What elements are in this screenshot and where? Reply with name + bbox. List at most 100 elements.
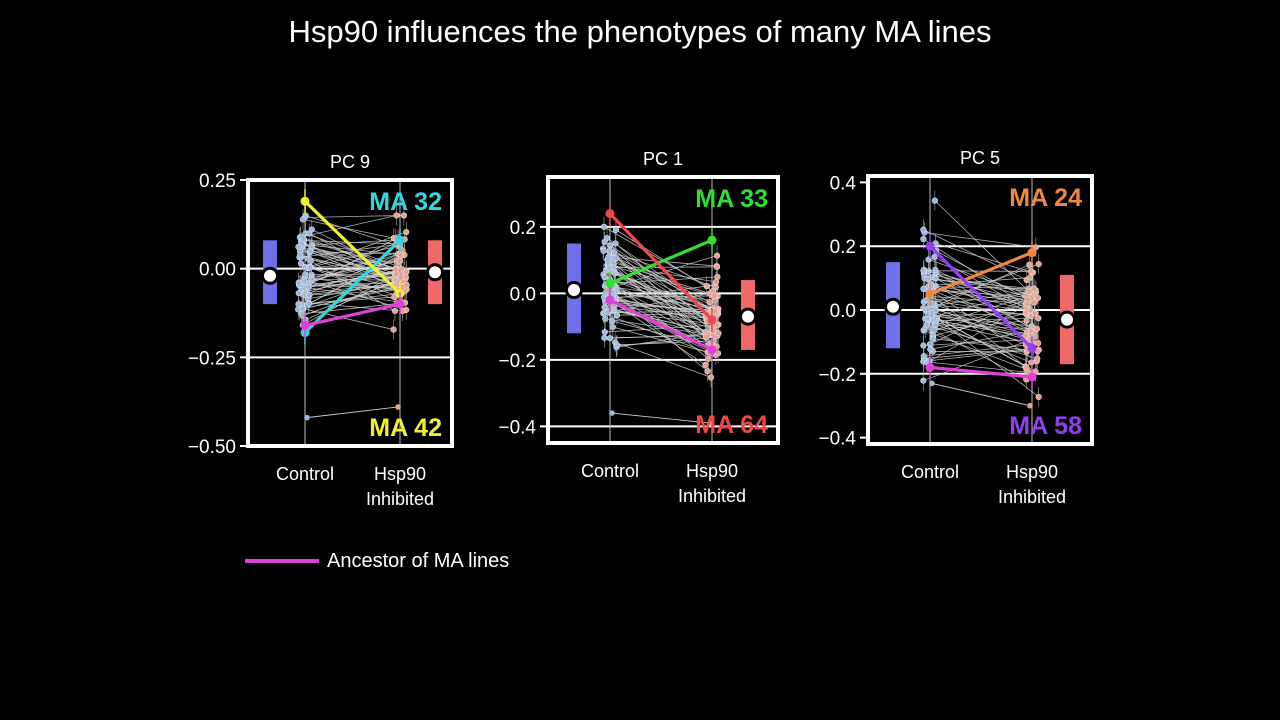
pc9-outlier-inhibited-point (395, 404, 401, 410)
pc1-ma-line (607, 259, 711, 352)
pc5-control-point (920, 342, 927, 349)
pc9-series-ma-32 (303, 239, 402, 334)
pc5-ma-line (935, 243, 1034, 273)
pc1-frame (546, 175, 780, 445)
pc5-control-point (929, 300, 936, 307)
pc9-ma-line (298, 282, 399, 289)
pc5-label-ma-24: MA 24 (1009, 184, 1082, 212)
pc1-ma-line (604, 306, 719, 334)
pc5-inhibited-point (1035, 260, 1042, 268)
pc9-inhibited-point (397, 274, 404, 281)
pc1-ma-line (605, 292, 713, 330)
pc5-ma-line (928, 259, 1039, 299)
pc1-control-point (601, 328, 608, 336)
pc1-ma-line (607, 264, 712, 296)
pc9-control-point (307, 247, 314, 255)
pc5-xcat-label: Inhibited (998, 487, 1066, 507)
pc9-label-ma-42: MA 42 (369, 414, 442, 442)
pc5-ma-line (928, 264, 1030, 310)
pc1-control-point (612, 240, 619, 247)
pc5-inhibited-point (1034, 355, 1041, 362)
pc5-outlier-inhibited-point (1027, 402, 1033, 409)
pc5-series-ma-58 (928, 245, 1034, 350)
pc1-control-mean-marker (565, 281, 583, 300)
pc9-ma-line (310, 250, 396, 270)
pc1-ma-line (608, 297, 713, 316)
pc5-series-ma-24 (929, 251, 1033, 296)
pc5-ma-line (923, 270, 1031, 272)
pc5-inhibited-point (1022, 333, 1029, 340)
pc9-ma-line (309, 233, 407, 286)
pc1-control-point (613, 341, 621, 349)
pc9-ma-line (307, 260, 400, 269)
pc5-ma-line (929, 294, 1027, 368)
pc9-control-point (306, 264, 313, 271)
pc5-ma-line (932, 329, 1027, 380)
pc9-control-point (308, 276, 315, 283)
pc9-ma-line (304, 240, 397, 245)
pc9-xcat-label: Inhibited (366, 489, 434, 509)
pc5-ma-line (926, 324, 1038, 360)
pc9-outlier-line (306, 406, 399, 419)
pc5-control-point (920, 377, 927, 384)
pc1-series-ma-33-inhibited-point (707, 235, 717, 245)
pc5-ma-line (935, 250, 1029, 300)
pc5-ma-line (927, 318, 1026, 337)
pc5-inhibited-point (1027, 274, 1034, 281)
pc5-control-point (931, 253, 938, 261)
pc9-control-point (295, 290, 302, 297)
pc9-label-ma-32: MA 32 (369, 188, 442, 216)
pc9-control-point (297, 252, 304, 259)
pc5-ma-line (935, 290, 1036, 306)
pc9-title: PC 9 (330, 152, 370, 172)
pc5-inhibited-point (1028, 359, 1035, 366)
pc5-ma-line (935, 277, 1035, 303)
pc1-series-ancestor-of-ma-lines (609, 298, 713, 352)
pc1-control-point (602, 315, 609, 322)
pc1-control-point (604, 309, 611, 316)
pc9-control-point (299, 305, 306, 312)
pc5-ma-line (923, 347, 1034, 359)
pc5-inhibited-point (1023, 364, 1030, 371)
pc1-ytick-label: 0.0 (510, 284, 536, 305)
pc9-xcat-label: Control (276, 464, 334, 484)
pc5-ma-line (930, 304, 1028, 316)
pc1-control-point (600, 223, 608, 230)
pc1-ma-line (609, 249, 710, 303)
pc1-ma-line (604, 297, 713, 323)
pc5-inhibited-point (1033, 325, 1041, 332)
pc1-control-point (601, 304, 608, 311)
pc1-inhibited-point (714, 273, 721, 281)
pc5-ma-line (923, 273, 1037, 293)
pc5-series-ancestor-of-ma-lines-control-point (925, 362, 935, 372)
pc5-ma-line (929, 349, 1028, 362)
pc5-control-point (932, 321, 939, 328)
pc1-plot-area (548, 177, 778, 443)
legend-swatch (245, 559, 319, 563)
pc5-inhibited-mean-marker (1058, 310, 1076, 329)
pc1-ma-line (609, 333, 712, 339)
pc1-control-point (609, 323, 616, 331)
pc1-chart: PC 1 0.2 0.0 −0.2 −0.4 MA 33 MA 64 Control Hsp90… (498, 149, 780, 506)
pc9-ma-line (298, 296, 395, 305)
pc5-inhibited-point (1028, 294, 1036, 301)
pc1-ma-line (604, 276, 712, 319)
pc9-outlier-control-point (304, 414, 310, 421)
pc1-control-point (606, 335, 614, 342)
pc5-inhibited-point (1031, 299, 1038, 306)
pc9-control-mean-marker (261, 266, 279, 285)
pc5-inhibited-point (1032, 244, 1039, 251)
pc9-ma-line (305, 215, 399, 247)
pc1-inhibited-point (713, 263, 721, 271)
pc1-label-ma-33: MA 33 (695, 185, 768, 213)
pc5-control-point (920, 285, 927, 292)
pc9-ma-line (302, 273, 397, 326)
pc5-series-ma-24-inhibited-point (1027, 248, 1037, 258)
pc5-ma-line (929, 295, 1026, 304)
pc9-series-ma-42-control-point (300, 196, 310, 206)
pc5-ma-line (936, 317, 1039, 322)
pc9-series-ancestor-of-ma-lines (304, 302, 401, 327)
pc9-ytick-label: 0.25 (199, 171, 236, 192)
pc1-control-point (613, 312, 621, 319)
pc9-series-ma-32-inhibited-point (395, 235, 405, 245)
